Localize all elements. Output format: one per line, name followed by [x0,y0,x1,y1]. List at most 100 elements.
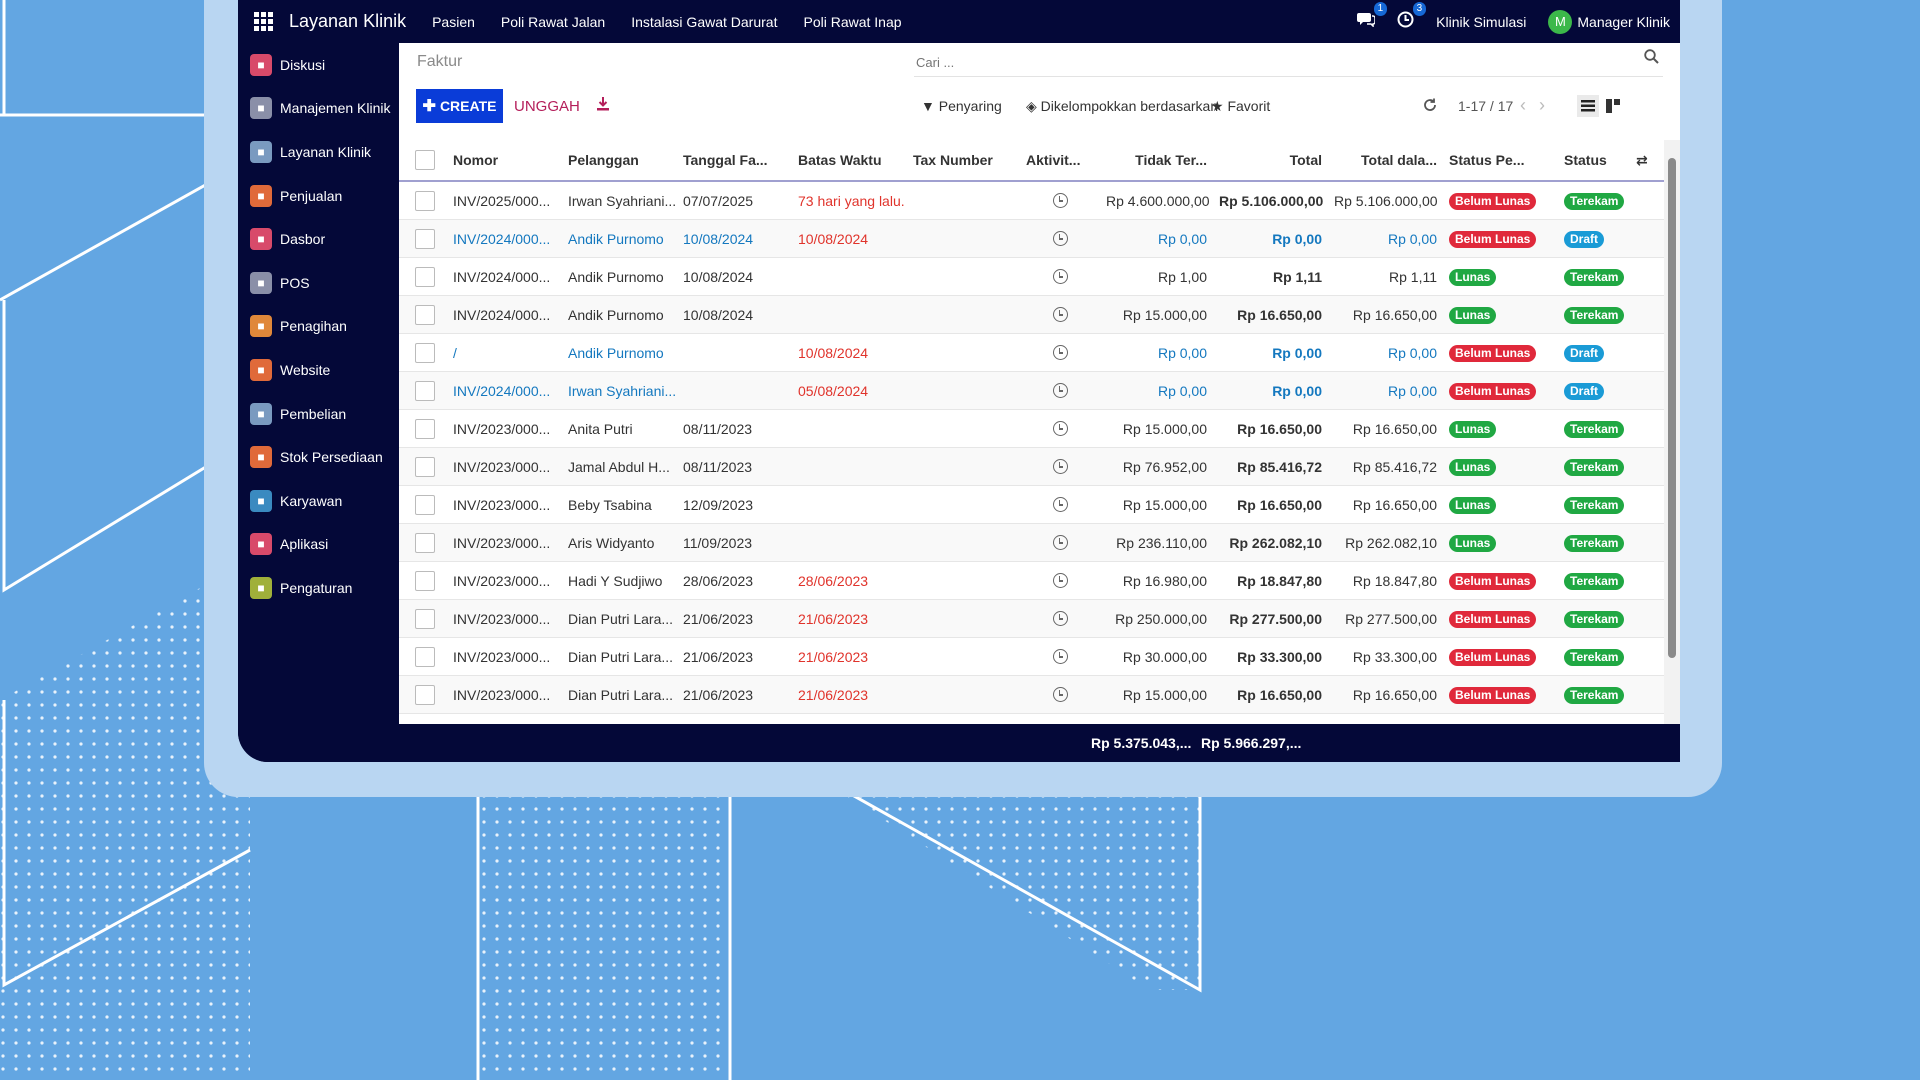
search-icon[interactable] [1644,49,1659,69]
table-row[interactable]: INV/2023/000... Jamal Abdul H... 08/11/202… [399,447,1664,486]
column-header[interactable]: Tax Number [907,140,1020,182]
column-header[interactable]: Tanggal Fa... [677,140,792,182]
table-row[interactable]: INV/2023/000... Aris Widyanto 11/09/2023 Rp… [399,523,1664,562]
column-header[interactable]: Total dala... [1328,140,1443,182]
table-row[interactable]: INV/2023/000... Dian Putri Lara... 21/06/2… [399,675,1664,714]
row-checkbox[interactable] [399,599,447,638]
sidebar-item[interactable]: ■ POS [238,261,399,305]
pager-previous-icon[interactable]: ‹ [1520,95,1526,115]
column-header[interactable]: Pelanggan [562,140,677,182]
kanban-view-icon[interactable] [1602,95,1624,117]
clock-icon[interactable] [1052,193,1068,208]
select-all-checkbox[interactable] [399,140,447,182]
sidebar-item[interactable]: ■ Pembelian [238,392,399,436]
sidebar-item[interactable]: ■ Pengaturan [238,566,399,610]
row-checkbox[interactable] [399,257,447,296]
clock-icon[interactable] [1052,573,1068,588]
menu-pasien[interactable]: Pasien [432,13,475,30]
sidebar-item[interactable]: ■ Diskusi [238,43,399,87]
upload-button[interactable]: UNGGAH [514,98,580,115]
search-input[interactable] [914,48,1663,77]
user-menu[interactable]: Manager Klinik [1577,13,1670,30]
row-checkbox[interactable] [399,333,447,372]
menu-poli-rawat-jalan[interactable]: Poli Rawat Jalan [500,13,606,30]
clock-icon[interactable] [1052,459,1068,474]
column-header[interactable]: Status Pe... [1443,140,1558,182]
pager-next-icon[interactable]: › [1539,95,1545,115]
create-button[interactable]: ✚ CREATE [416,89,503,123]
clock-icon[interactable] [1052,231,1068,246]
clock-icon[interactable] [1052,421,1068,436]
table-row[interactable]: INV/2025/000... Irwan Syahriani... 07/07/2… [399,181,1664,220]
avatar[interactable]: M [1548,9,1573,34]
table-row[interactable]: INV/2023/000... Anita Putri 08/11/2023 Rp 1… [399,409,1664,448]
table-row[interactable]: / Andik Purnomo 10/08/2024 Rp 0,00 Rp 0,00 Rp… [399,333,1664,372]
clock-icon[interactable] [1052,269,1068,284]
clock-icon[interactable] [1052,345,1068,360]
sidebar-item[interactable]: ■ Layanan Klinik [238,130,399,174]
sidebar-item[interactable]: ■ Dasbor [238,217,399,261]
row-checkbox[interactable] [399,637,447,676]
column-header[interactable]: Status [1558,140,1630,182]
scrollbar-thumb[interactable] [1668,158,1676,658]
payment-status-badge: Belum Lunas [1449,686,1537,704]
table-row[interactable]: INV/2023/000... Beby Tsabina 12/09/2023 Rp … [399,485,1664,524]
table-row[interactable]: INV/2024/000... Andik Purnomo 10/08/2024 Rp… [399,257,1664,296]
download-icon[interactable] [596,97,610,115]
menu-poli-rawat-inap[interactable]: Poli Rawat Inap [803,13,902,30]
sidebar-item[interactable]: ■ Karyawan [238,479,399,523]
sidebar-item[interactable]: ■ Aplikasi [238,523,399,567]
app-title[interactable]: Layanan Klinik [289,11,407,31]
clock-icon[interactable] [1052,687,1068,702]
table-row[interactable]: INV/2024/000... Andik Purnomo 10/08/2024 Rp… [399,295,1664,334]
row-checkbox[interactable] [399,485,447,524]
pager-value[interactable]: 1-17 / 17 [1458,98,1514,114]
sidebar-item[interactable]: ■ Stok Persediaan [238,435,399,479]
optional-columns-icon[interactable]: ⇄ [1630,140,1664,182]
chat-icon[interactable]: 1 [1357,2,1388,32]
clock-icon[interactable] [1052,535,1068,550]
app-grid-icon[interactable] [254,11,274,32]
column-header[interactable]: Nomor [447,140,562,182]
clock-icon[interactable] [1052,497,1068,512]
untaxed-amount: Rp 15.000,00 [1100,295,1213,334]
list-view-icon[interactable] [1577,95,1599,117]
row-checkbox[interactable] [399,409,447,448]
column-header[interactable]: Batas Waktu [792,140,907,182]
clock-icon[interactable] [1052,611,1068,626]
refresh-icon[interactable] [1423,98,1437,115]
table-row[interactable]: INV/2024/000... Irwan Syahriani... 05/08/2… [399,371,1664,410]
tax-number [907,485,1020,524]
table-row[interactable]: INV/2024/000... Andik Purnomo 10/08/2024 10… [399,219,1664,258]
row-checkbox[interactable] [399,523,447,562]
activity-clock-icon[interactable]: 3 [1397,1,1427,33]
table-row[interactable]: INV/2023/000... Dian Putri Lara... 21/06/2… [399,599,1664,638]
status-badge: Draft [1564,230,1605,248]
vertical-scrollbar[interactable] [1664,140,1680,724]
row-checkbox[interactable] [399,561,447,600]
row-checkbox[interactable] [399,371,447,410]
menu-instalasi-gawat-darurat[interactable]: Instalasi Gawat Darurat [631,13,778,30]
row-checkbox[interactable] [399,447,447,486]
favorites-button[interactable]: ★ Favorit [1211,98,1270,115]
sidebar-item[interactable]: ■ Penjualan [238,174,399,218]
row-checkbox[interactable] [399,295,447,334]
company-switcher[interactable]: Klinik Simulasi [1436,13,1527,30]
row-spacer [1630,675,1664,714]
sidebar-item[interactable]: ■ Manajemen Klinik [238,87,399,131]
column-header[interactable]: Total [1213,140,1328,182]
clock-icon[interactable] [1052,383,1068,398]
table-row[interactable]: INV/2023/000... Hadi Y Sudjiwo 28/06/2023 2… [399,561,1664,600]
clock-icon[interactable] [1052,307,1068,322]
clock-icon[interactable] [1052,649,1068,664]
row-checkbox[interactable] [399,181,447,220]
row-checkbox[interactable] [399,675,447,714]
row-checkbox[interactable] [399,219,447,258]
group-by-button[interactable]: ◈ Dikelompokkan berdasarkan [1026,98,1218,115]
filter-button[interactable]: ▼ Penyaring [921,98,1002,114]
sidebar-item[interactable]: ■ Penagihan [238,305,399,349]
column-header[interactable]: Tidak Ter... [1100,140,1213,182]
column-header[interactable]: Aktivit... [1020,140,1100,182]
sidebar-item[interactable]: ■ Website [238,348,399,392]
table-row[interactable]: INV/2023/000... Dian Putri Lara... 21/06/2… [399,637,1664,676]
